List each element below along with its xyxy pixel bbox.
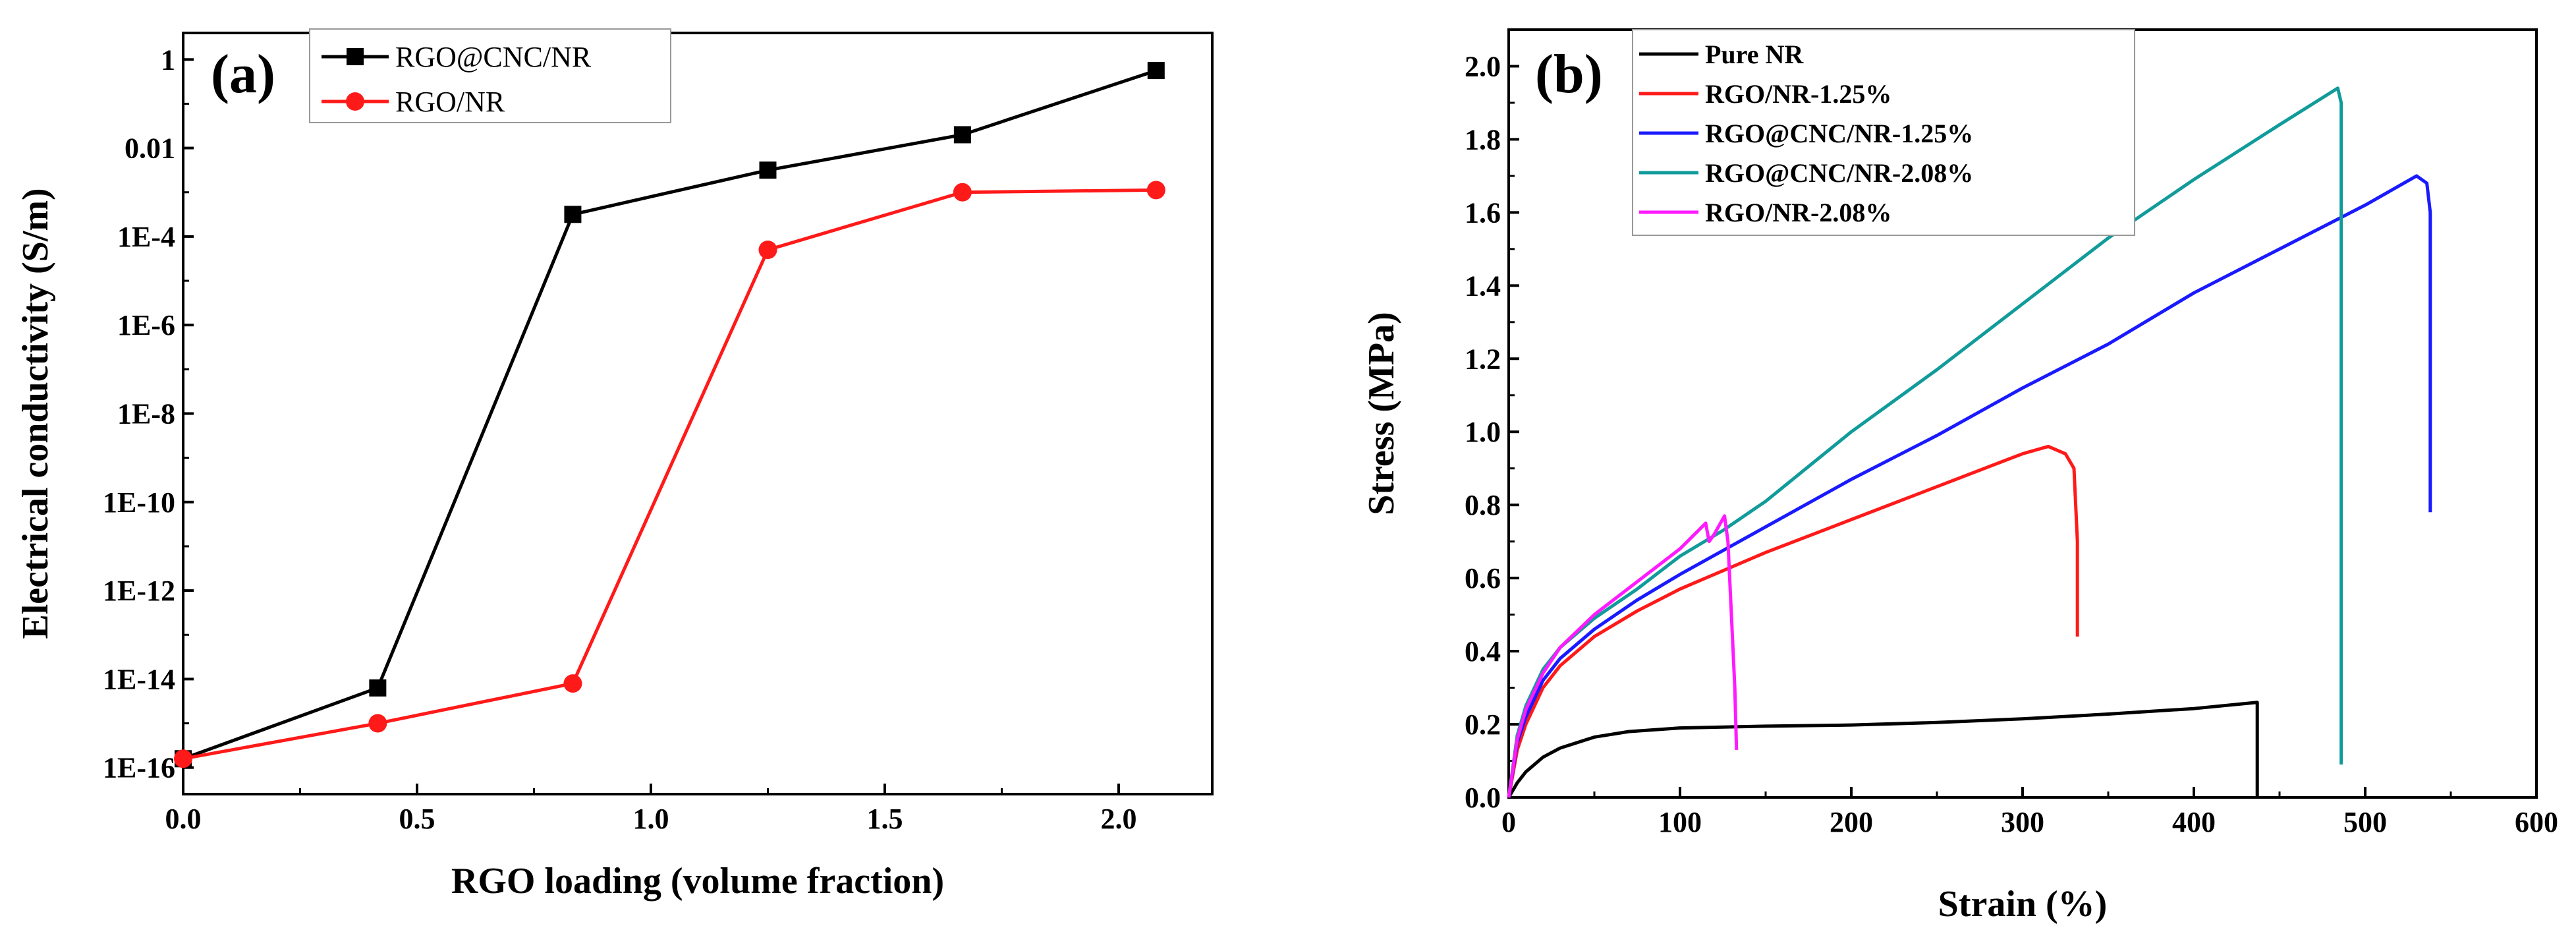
panel-a-legend-marker [347, 48, 364, 65]
panel-b-y-tick-label: 1.8 [1465, 123, 1501, 156]
panel-b-x-tick-label: 0 [1501, 806, 1516, 838]
panel-a-x-tick-label: 1.5 [867, 803, 903, 835]
panel-a-plot-frame [182, 32, 1214, 795]
panel-a-y-axis-label: Electrical conductivity (S/m) [15, 188, 56, 639]
panel-b-legend-label: RGO@CNC/NR-2.08% [1705, 158, 1973, 188]
panel-b-x-tick-label: 600 [2515, 806, 2558, 838]
panel-a-legend-marker [346, 92, 364, 111]
panel-a-y-tick-label: 0.01 [125, 132, 175, 165]
panel-a-legend-box [309, 28, 671, 123]
panel-a-data-point [759, 161, 777, 179]
panel-b-x-tick-label: 400 [2172, 806, 2216, 838]
panel-b-label: (b) [1535, 43, 1603, 105]
panel-a-y-tick-label: 1E-16 [103, 752, 175, 784]
panel-b-legend: Pure NR RGO/NR-1.25% RGO@CNC/NR-1.25% RGO@C… [1632, 29, 2135, 236]
panel-b-legend-label: RGO@CNC/NR-1.25% [1705, 119, 1973, 148]
panel-a-label: (a) [211, 43, 275, 105]
panel-a-data-point [174, 749, 192, 768]
panel-a-x-axis-label: RGO loading (volume fraction) [451, 861, 944, 902]
panel-b-y-tick-label: 1.2 [1465, 343, 1501, 375]
panel-b-y-tick-label: 1.0 [1465, 416, 1501, 448]
panel-a-y-tick-label: 1 [161, 43, 175, 76]
panel-a-data-point [758, 241, 777, 260]
panel-a-y-tick-label: 1E-12 [103, 575, 175, 607]
panel-a-data-point [1146, 181, 1165, 200]
panel-b-curve-4 [1507, 514, 1739, 798]
panel-b-legend-label: Pure NR [1705, 40, 1804, 69]
panel-b-y-tick-label: 0.6 [1465, 562, 1501, 594]
panel-a-conductivity-chart: 0.0 0.5 1.0 1.5 2.0 1 0.01 1E-4 1E-6 1E-8 1E-10 1E-… [15, 28, 1214, 902]
panel-a-x-tick-label: 0.5 [399, 803, 435, 835]
panel-a-series-line-1 [182, 188, 1156, 761]
panel-a-data-point [1147, 62, 1165, 80]
panel-b-x-tick-label: 500 [2343, 806, 2387, 838]
panel-a-x-tick-label: 1.0 [633, 803, 669, 835]
panel-a-y-tick-label: 1E-10 [103, 486, 175, 519]
panel-a-data-point [369, 679, 387, 697]
panel-a-data-point [564, 206, 582, 223]
panel-b-curve-3 [1507, 86, 2343, 798]
panel-b-legend-box [1632, 29, 2135, 236]
panel-a-legend-label: RGO/NR [395, 86, 505, 118]
panel-b-curve-2 [1507, 174, 2432, 798]
panel-b-y-tick-label: 0.2 [1465, 708, 1501, 741]
panel-b-y-tick-label: 1.6 [1465, 196, 1501, 229]
panel-b-curve-1 [1507, 444, 2079, 798]
panel-a-data-point [953, 126, 971, 144]
panel-a-x-tick-label: 0.0 [165, 803, 202, 835]
panel-b-x-tick-label: 200 [1830, 806, 1873, 838]
panel-a-legend-label: RGO@CNC/NR [395, 41, 592, 73]
panel-a-series-line-0 [182, 69, 1157, 761]
panel-a-data-point [953, 183, 972, 202]
panel-a-y-tick-label: 1E-14 [103, 663, 175, 695]
panel-b-y-axis-label: Stress (MPa) [1361, 312, 1402, 515]
panel-b-x-axis-label: Strain (%) [1938, 884, 2108, 925]
panel-b-y-tick-label: 0.4 [1465, 635, 1501, 668]
panel-a-x-tick-label: 2.0 [1101, 803, 1137, 835]
panel-b-y-tick-label: 2.0 [1465, 50, 1501, 82]
panel-a-y-tick-label: 1E-6 [117, 309, 175, 341]
panel-b-y-tick-label: 0.8 [1465, 489, 1501, 521]
panel-a-data-point [368, 714, 387, 733]
panel-b-x-tick-label: 300 [2001, 806, 2044, 838]
panel-a-y-tick-label: 1E-4 [117, 221, 175, 253]
panel-b-x-tick-label: 100 [1658, 806, 1702, 838]
panel-a-data-point [563, 674, 582, 693]
panel-b-curve-0 [1507, 701, 2259, 799]
panel-b-stress-strain-chart: 0 100 200 300 400 500 600 0.0 0.2 0.4 0.6 0.8 1.0 1.2… [1361, 28, 2558, 925]
panel-a-legend: RGO@CNC/NR RGO/NR [309, 28, 671, 123]
panel-a-y-tick-label: 1E-8 [117, 398, 175, 430]
panel-b-y-tick-label: 0.0 [1465, 782, 1501, 814]
panel-b-y-tick-label: 1.4 [1465, 270, 1501, 302]
panel-b-legend-label: RGO/NR-1.25% [1705, 79, 1891, 109]
panel-b-legend-label: RGO/NR-2.08% [1705, 198, 1891, 227]
